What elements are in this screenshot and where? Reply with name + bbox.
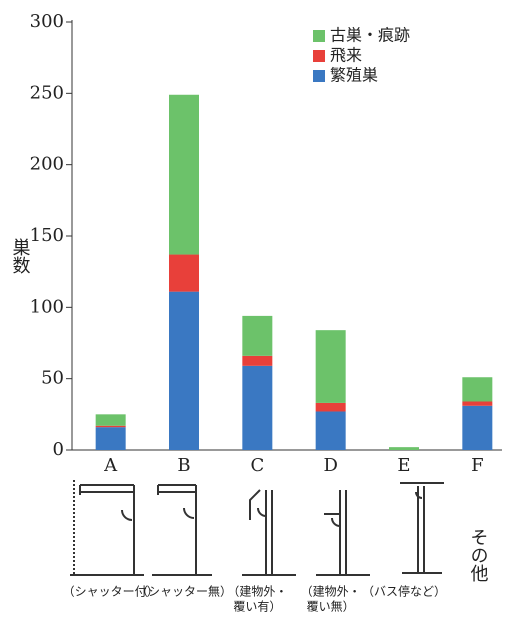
y-tick-label: 0: [53, 439, 64, 460]
y-tick-label: 50: [41, 368, 64, 389]
y-tick-label: 100: [30, 296, 64, 317]
y-tick-label: 200: [30, 154, 64, 175]
x-tick-label: C: [250, 455, 264, 476]
y-axis-label: 巣数: [10, 238, 31, 274]
legend-swatch: [313, 50, 325, 62]
legend-label: 飛来: [330, 46, 362, 65]
category-note: （バス停など）: [362, 584, 446, 599]
x-tick-label: B: [177, 455, 190, 476]
category-note: 覆い無）: [307, 599, 355, 614]
bar-segment: [169, 254, 199, 292]
bar-segment: [242, 355, 273, 366]
x-tick-label: F: [471, 455, 484, 476]
bar-segment: [169, 94, 199, 255]
x-tick-label: E: [397, 455, 410, 476]
y-tick-label: 150: [30, 225, 64, 246]
bar-segment: [95, 427, 126, 450]
bar-segment: [95, 425, 126, 428]
x-tick-label: A: [103, 455, 118, 476]
legend-swatch: [313, 70, 325, 82]
bar-segment: [462, 401, 493, 406]
bar-segment: [462, 405, 493, 450]
bar-segment: [242, 365, 273, 450]
bar-segment: [315, 330, 346, 403]
y-tick-label: 300: [30, 11, 64, 32]
category-note: （建物外・: [227, 585, 287, 599]
bar-segment: [315, 402, 346, 412]
side-note: その他: [468, 528, 489, 582]
x-tick-label: D: [323, 455, 337, 476]
legend-label: 繁殖巣: [330, 66, 378, 85]
bar-segment: [242, 315, 273, 356]
bar-segment: [315, 411, 346, 450]
icons: [70, 480, 444, 576]
legend-swatch: [313, 30, 325, 42]
category-note: 覆い有）: [233, 600, 281, 614]
category-note: （シャッター無）: [136, 584, 232, 599]
category-note: （シャッター付）: [63, 585, 159, 599]
bar-segment: [389, 447, 419, 450]
bar-segment: [462, 377, 493, 402]
y-tick-label: 250: [30, 82, 64, 103]
category-note: （建物外・: [301, 585, 361, 599]
bar-segment: [169, 291, 199, 450]
legend-label: 古巣・痕跡: [330, 26, 410, 45]
bar-segment: [95, 414, 126, 426]
